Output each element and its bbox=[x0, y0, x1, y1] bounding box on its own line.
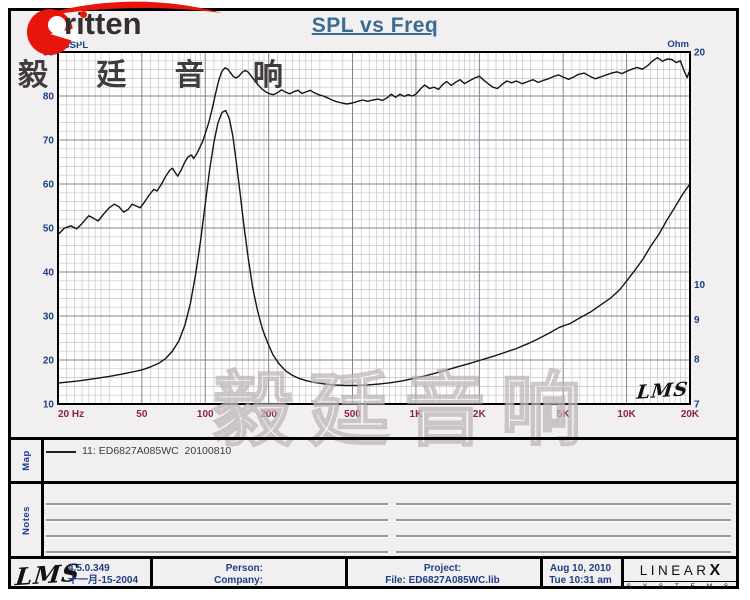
footer-cell-divider bbox=[621, 559, 624, 589]
notes-rule-line bbox=[396, 503, 731, 505]
map-top-border bbox=[11, 437, 739, 440]
brand-chinese-name: 毅 廷 音 响 bbox=[18, 59, 304, 92]
report-date: Aug 10, 2010 bbox=[549, 563, 612, 574]
notes-rule-line bbox=[46, 519, 388, 521]
lms-plot-logo: LMS bbox=[635, 378, 690, 404]
notes-rule-line bbox=[46, 551, 388, 553]
x-tick-label: 2K bbox=[473, 409, 487, 420]
label-column-divider bbox=[41, 440, 44, 556]
eritten-logo: ritten bbox=[8, 0, 248, 60]
y-left-tick-label: 80 bbox=[43, 92, 55, 103]
linearx-systems-text: S Y S T E M S bbox=[626, 583, 734, 590]
x-tick-label: 20K bbox=[681, 409, 700, 420]
page-title: SPL vs Freq bbox=[311, 14, 439, 37]
company-label: Company: bbox=[214, 575, 263, 586]
x-tick-label: 5K bbox=[557, 409, 571, 420]
notes-rule-line bbox=[46, 535, 388, 537]
report-time: Tue 10:31 am bbox=[549, 575, 612, 586]
file-label: File: ED6827A085WC.lib bbox=[385, 575, 500, 586]
eritten-swoosh-icon bbox=[27, 1, 222, 55]
plot-border bbox=[57, 51, 691, 405]
notes-rule-line bbox=[396, 535, 731, 537]
footer-top-border bbox=[11, 556, 739, 559]
x-tick-label: 1K bbox=[410, 409, 424, 420]
x-tick-label: 50 bbox=[136, 409, 148, 420]
y-left-tick-label: 70 bbox=[43, 136, 55, 147]
notes-rule-line bbox=[46, 503, 388, 505]
software-version: 4.5.0.349 bbox=[68, 563, 110, 574]
x-tick-label: 20 Hz bbox=[58, 409, 84, 420]
footer-cell-divider bbox=[150, 559, 153, 589]
software-version-date: 十一月-15-2004 bbox=[68, 575, 139, 586]
notes-label-cell: Notes bbox=[11, 484, 41, 556]
x-tick-label: 10K bbox=[617, 409, 636, 420]
spl-vs-freq-chart: dBSPL908070605040302010Ohm201098720 Hz50… bbox=[43, 39, 706, 420]
legend-entry: 11: ED6827A085WC 20100810 bbox=[82, 445, 232, 457]
linearx-x: X bbox=[709, 562, 721, 579]
linearx-logo: LINEARX S Y S T E M S bbox=[624, 562, 736, 590]
brand-wordmark: ritten bbox=[64, 6, 142, 41]
y-left-tick-label: 60 bbox=[43, 180, 55, 191]
y-right-tick-label: 7 bbox=[694, 400, 700, 411]
x-tick-label: 100 bbox=[197, 409, 214, 420]
notes-rule-line bbox=[396, 551, 731, 553]
y-left-tick-label: 50 bbox=[43, 224, 55, 235]
curve-left bbox=[57, 57, 691, 236]
notes-label: Notes bbox=[20, 505, 32, 535]
y-left-axis-title: dBSPL bbox=[57, 40, 88, 51]
footer-cell-divider bbox=[345, 559, 348, 589]
y-right-tick-label: 8 bbox=[694, 355, 700, 366]
axis-labels: dBSPL908070605040302010Ohm201098720 Hz50… bbox=[43, 39, 706, 420]
y-left-tick-label: 10 bbox=[43, 400, 55, 411]
legend-line-swatch bbox=[46, 451, 76, 453]
curve-right bbox=[57, 109, 691, 387]
map-label-cell: Map bbox=[11, 440, 41, 481]
y-left-tick-label: 30 bbox=[43, 312, 55, 323]
y-left-tick-label: 20 bbox=[43, 356, 55, 367]
person-label: Person: bbox=[225, 563, 263, 574]
notes-rule-line bbox=[396, 519, 731, 521]
x-tick-label: 200 bbox=[260, 409, 277, 420]
linearx-wordmark: LINEAR bbox=[639, 563, 710, 578]
x-tick-label: 500 bbox=[344, 409, 361, 420]
y-right-tick-label: 10 bbox=[694, 280, 706, 291]
notes-top-border bbox=[11, 481, 739, 484]
footer-cell-divider bbox=[540, 559, 543, 589]
brand-i-dot-icon bbox=[80, 11, 87, 18]
y-right-axis-title: Ohm bbox=[667, 39, 689, 50]
y-right-tick-label: 20 bbox=[694, 48, 706, 59]
y-right-tick-label: 9 bbox=[694, 315, 700, 326]
project-label: Project: bbox=[423, 563, 462, 574]
y-left-tick-label: 40 bbox=[43, 268, 55, 279]
chart-title-row: SPL vs Freq bbox=[0, 14, 750, 38]
map-label: Map bbox=[20, 450, 32, 471]
curves bbox=[57, 57, 691, 387]
